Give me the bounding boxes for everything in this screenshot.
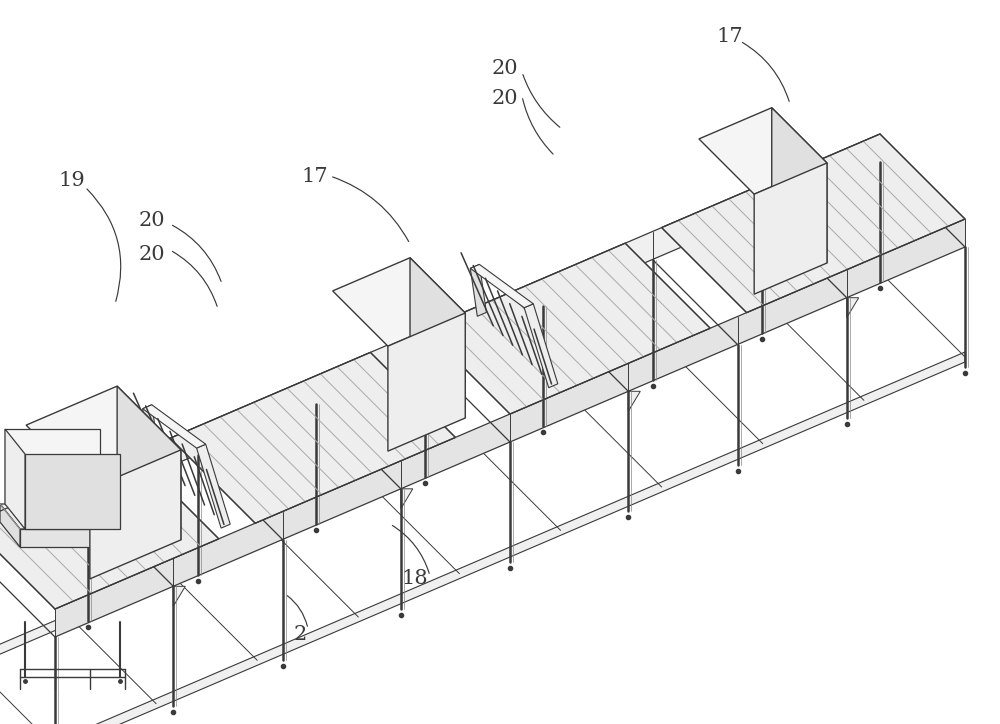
Polygon shape <box>0 267 880 667</box>
Polygon shape <box>0 454 219 609</box>
Text: 19: 19 <box>59 170 85 190</box>
Polygon shape <box>90 450 181 579</box>
Text: 20: 20 <box>492 90 518 109</box>
Polygon shape <box>143 405 206 448</box>
Polygon shape <box>333 258 465 346</box>
Polygon shape <box>88 501 100 521</box>
Text: 20: 20 <box>492 59 518 78</box>
Polygon shape <box>197 445 230 528</box>
Text: 17: 17 <box>302 167 328 185</box>
Polygon shape <box>401 489 413 509</box>
Polygon shape <box>524 304 558 387</box>
Polygon shape <box>25 454 120 529</box>
Polygon shape <box>662 134 965 313</box>
Text: 20: 20 <box>139 245 165 264</box>
Polygon shape <box>173 586 185 606</box>
Polygon shape <box>0 504 125 529</box>
Polygon shape <box>143 405 159 457</box>
Polygon shape <box>762 213 774 232</box>
Polygon shape <box>316 404 328 424</box>
Polygon shape <box>117 386 181 540</box>
Polygon shape <box>20 529 125 547</box>
Polygon shape <box>772 108 827 263</box>
Polygon shape <box>5 429 100 504</box>
Polygon shape <box>5 429 25 529</box>
Polygon shape <box>847 298 859 318</box>
Polygon shape <box>628 391 640 411</box>
Polygon shape <box>55 219 965 637</box>
Polygon shape <box>543 306 555 327</box>
Polygon shape <box>55 352 965 724</box>
Polygon shape <box>410 258 465 418</box>
Text: 2: 2 <box>293 625 307 644</box>
Polygon shape <box>754 163 827 294</box>
Polygon shape <box>425 243 710 414</box>
Text: 20: 20 <box>139 211 165 230</box>
Polygon shape <box>170 353 455 523</box>
Polygon shape <box>0 504 20 547</box>
Polygon shape <box>26 386 181 489</box>
Polygon shape <box>470 264 486 316</box>
Polygon shape <box>0 134 880 552</box>
Polygon shape <box>470 264 533 308</box>
Polygon shape <box>388 313 465 451</box>
Text: 17: 17 <box>717 28 743 46</box>
Polygon shape <box>699 108 827 194</box>
Text: 18: 18 <box>402 570 428 589</box>
